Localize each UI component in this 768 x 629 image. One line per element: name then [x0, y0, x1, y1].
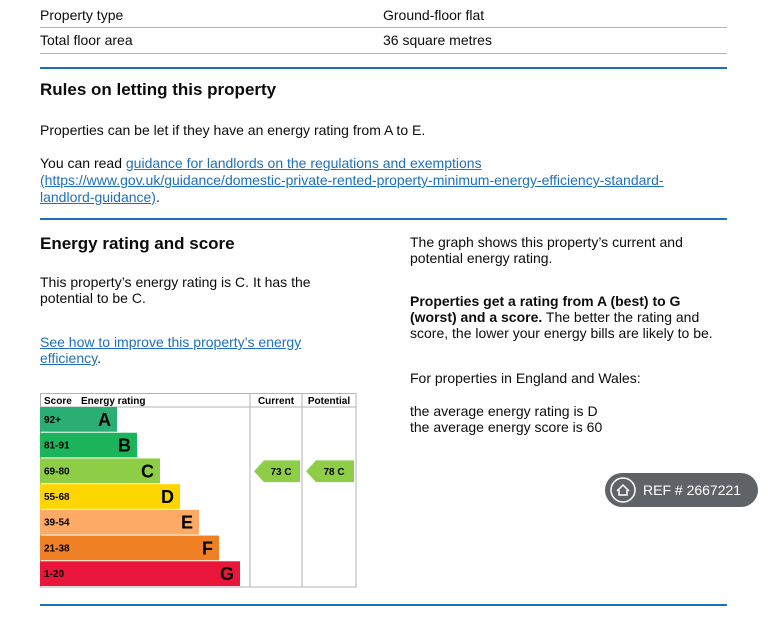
paragraph: The graph shows this property’s current … — [410, 234, 683, 266]
band-score: 1-20 — [44, 569, 64, 580]
rating-arrow — [254, 460, 300, 483]
ref-badge: REF # 2667221 — [605, 473, 758, 507]
text: . — [155, 189, 160, 205]
band-letter: F — [202, 538, 213, 558]
band-bar — [40, 407, 117, 432]
table-value: 36 square metres — [383, 32, 492, 48]
band-letter: A — [98, 410, 111, 430]
band-bar — [40, 509, 199, 535]
paragraph: the average energy score is 60 — [410, 419, 603, 435]
band-letter: G — [220, 564, 234, 584]
paragraph: You can read guidance for landlords on t… — [40, 155, 710, 206]
band-score: 81-91 — [44, 441, 70, 452]
band-score: 39-54 — [44, 518, 70, 529]
link-url[interactable]: (https://www.gov.uk/guidance/domestic-pr… — [40, 172, 664, 205]
band-letter: B — [118, 436, 131, 456]
section-divider — [40, 604, 727, 606]
band-bar — [40, 484, 180, 509]
link[interactable]: See how to improve this property’s energ… — [40, 334, 302, 366]
badge-icon — [610, 477, 636, 503]
band-letter: E — [181, 513, 193, 533]
text: You can read — [40, 155, 126, 171]
band-letter: C — [141, 461, 154, 481]
paragraph: For properties in England and Wales: — [410, 370, 641, 386]
paragraph: the average energy rating is D — [410, 403, 598, 419]
text: . — [97, 350, 101, 366]
band-bar — [40, 432, 137, 458]
row-divider — [40, 53, 727, 54]
band-bar — [40, 458, 160, 484]
band-score: 55-68 — [44, 492, 70, 503]
band-score: 69-80 — [44, 466, 70, 477]
band-bar — [40, 535, 219, 561]
band-letter: D — [161, 487, 174, 507]
paragraph: See how to improve this property’s energ… — [40, 334, 310, 366]
table-label: Total floor area — [40, 32, 133, 48]
table-value: Ground-floor flat — [383, 7, 485, 23]
heading: Energy rating and score — [40, 234, 235, 253]
column-header: Energy rating — [81, 396, 145, 407]
band-score: 92+ — [44, 415, 61, 426]
paragraph: Properties can be let if they have an en… — [40, 122, 426, 138]
rating-arrow — [306, 460, 354, 483]
table-label: Property type — [40, 7, 124, 23]
band-bar — [40, 561, 240, 586]
bold-text: Properties get a rating from A (best) to… — [410, 293, 681, 325]
heading: Rules on letting this property — [40, 80, 277, 99]
text: The better the rating and score, the low… — [410, 309, 713, 341]
rating-label: 73 C — [270, 467, 291, 478]
section-divider — [40, 67, 727, 69]
rating-label: 78 C — [323, 467, 344, 478]
row-divider — [40, 27, 727, 28]
band-score: 21-38 — [44, 543, 70, 554]
column-header: Potential — [308, 396, 350, 407]
section-divider — [40, 218, 727, 220]
paragraph: This property’s energy rating is C. It h… — [40, 274, 311, 306]
column-header: Current — [258, 396, 295, 407]
energy-chart: Score Energy rating Current Potential 92+ A 81… — [40, 393, 357, 588]
paragraph: Properties get a rating from A (best) to… — [410, 293, 730, 341]
column-header: Score — [44, 396, 72, 407]
link[interactable]: guidance for landlords on the regulation… — [125, 155, 482, 171]
badge-text: REF # 2667221 — [643, 482, 742, 498]
